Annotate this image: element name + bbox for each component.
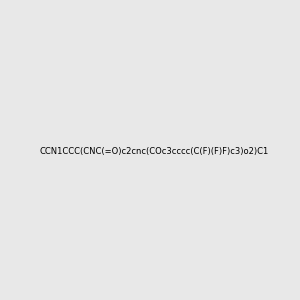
Text: CCN1CCC(CNC(=O)c2cnc(COc3cccc(C(F)(F)F)c3)o2)C1: CCN1CCC(CNC(=O)c2cnc(COc3cccc(C(F)(F)F)c…	[39, 147, 268, 156]
